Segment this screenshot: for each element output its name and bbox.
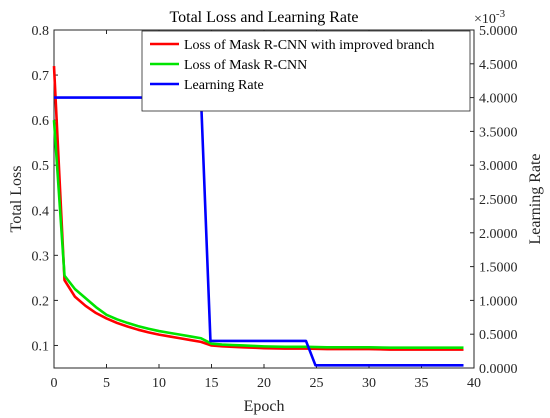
y-right-tick-label: 5.0000 xyxy=(479,24,518,39)
x-tick-label: 0 xyxy=(51,376,58,391)
y-right-tick-label: 3.0000 xyxy=(479,159,518,174)
y-right-tick-label: 3.5000 xyxy=(479,125,518,140)
x-tick-label: 40 xyxy=(467,376,481,391)
y-right-tick-label: 4.0000 xyxy=(479,92,518,107)
y-left-tick-label: 0.4 xyxy=(32,204,50,219)
y-left-tick-label: 0.8 xyxy=(32,24,50,39)
y-right-tick-label: 1.0000 xyxy=(479,294,518,309)
legend: Loss of Mask R-CNN with improved branch … xyxy=(141,30,471,112)
y-right-tick-label: 2.5000 xyxy=(479,193,518,208)
legend-label-learning-rate: Learning Rate xyxy=(184,78,264,93)
y-left-tick-label: 0.5 xyxy=(32,159,50,174)
y-left-tick-label: 0.1 xyxy=(32,339,50,354)
y-right-tick-label: 2.0000 xyxy=(479,227,518,242)
y-left-tick-label: 0.3 xyxy=(32,249,50,264)
x-tick-label: 25 xyxy=(310,376,324,391)
series-line-baseline-loss xyxy=(52,120,464,350)
x-tick-label: 30 xyxy=(362,376,376,391)
x-tick-label: 15 xyxy=(205,376,219,391)
x-tick-label: 20 xyxy=(257,376,271,391)
ticks-layer: 0 5 10 15 20 25 30 35 40 0.1 0.2 0.3 0.4 0.5 0.6 0.7 0.8… xyxy=(32,24,518,391)
x-tick-label: 5 xyxy=(103,376,110,391)
y-axis-label-left: Total Loss xyxy=(8,166,25,233)
y-left-tick-label: 0.6 xyxy=(32,114,50,129)
legend-label-baseline: Loss of Mask R-CNN xyxy=(184,58,307,73)
y-left-tick-label: 0.2 xyxy=(32,294,50,309)
y-right-tick-label: 0.0000 xyxy=(479,362,518,377)
y-left-tick-label: 0.7 xyxy=(32,69,50,84)
series-line-improved-loss xyxy=(52,65,464,351)
y-right-tick-label: 1.5000 xyxy=(479,261,518,276)
x-tick-label: 35 xyxy=(415,376,429,391)
right-axis-exponent-power: -3 xyxy=(496,8,506,20)
right-axis-exponent: ×10-3 xyxy=(474,8,506,27)
y-axis-label-right: Learning Rate xyxy=(527,153,544,244)
x-tick-label: 10 xyxy=(152,376,166,391)
y-right-tick-label: 4.5000 xyxy=(479,58,518,73)
legend-box xyxy=(141,30,471,112)
right-axis-exponent-base: ×10 xyxy=(474,12,496,27)
y-right-tick-label: 0.5000 xyxy=(479,328,518,343)
chart-title: Total Loss and Learning Rate xyxy=(169,9,358,26)
legend-label-improved: Loss of Mask R-CNN with improved branch xyxy=(184,38,434,53)
x-axis-label: Epoch xyxy=(244,398,285,415)
